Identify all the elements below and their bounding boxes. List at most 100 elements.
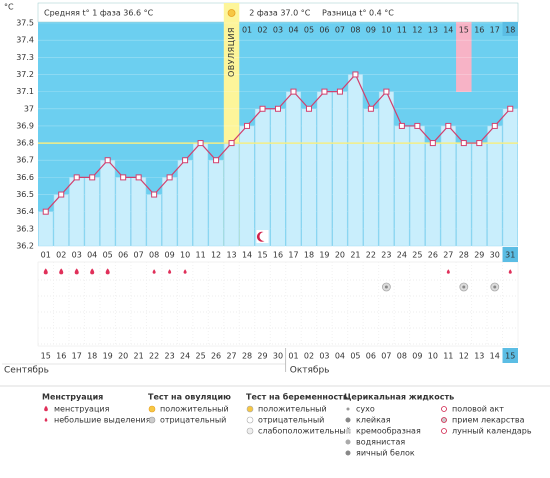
drop-icon xyxy=(74,268,79,275)
date-label: 14 xyxy=(490,352,500,361)
temperature-point xyxy=(491,122,498,129)
date-label: 19 xyxy=(103,352,113,361)
x-tick-label: 29 xyxy=(474,251,484,260)
legend-item: положительный xyxy=(160,405,229,414)
month-label: Сентябрь xyxy=(4,366,49,376)
temperature-point xyxy=(228,140,235,147)
legend-item: яичный белок xyxy=(356,449,415,458)
temperature-bar xyxy=(131,177,147,247)
phase2-day-label: 13 xyxy=(428,26,438,35)
date-label: 30 xyxy=(273,352,283,361)
temperature-bar xyxy=(224,142,240,247)
date-label: 15 xyxy=(41,352,51,361)
temperature-bar xyxy=(100,159,116,247)
date-label: 18 xyxy=(87,352,97,361)
x-tick-label: 25 xyxy=(412,251,422,260)
temperature-bar xyxy=(115,177,131,247)
phase2-day-label: 04 xyxy=(288,26,298,35)
temperature-point xyxy=(73,174,80,181)
legend-icon xyxy=(345,439,351,445)
legend-item: водянистая xyxy=(356,438,405,447)
temperature-point xyxy=(259,105,266,112)
date-label: 23 xyxy=(165,352,175,361)
date-label: 05 xyxy=(350,352,360,361)
temperature-point xyxy=(414,122,421,129)
temperature-bar xyxy=(487,125,503,247)
phase2-day-label: 06 xyxy=(319,26,329,35)
temperature-point xyxy=(42,208,49,215)
temperature-bar xyxy=(208,159,224,247)
x-tick-label: 12 xyxy=(211,251,221,260)
temperature-bar xyxy=(456,142,472,247)
phase2-day-label: 16 xyxy=(474,26,484,35)
temperature-point xyxy=(507,105,514,112)
date-label: 11 xyxy=(443,352,453,361)
today-box xyxy=(502,22,518,36)
temperature-bar xyxy=(347,74,363,247)
legend-title: Церикальная жидкость xyxy=(344,393,454,402)
sun-icon xyxy=(227,9,236,17)
drop-icon xyxy=(152,269,156,274)
y-tick-label: 36.5 xyxy=(16,190,34,199)
temperature-point xyxy=(151,191,158,198)
temperature-bar xyxy=(193,142,209,247)
x-tick-label: 22 xyxy=(366,251,376,260)
temperature-point xyxy=(244,122,251,129)
y-tick-label: 36.7 xyxy=(16,156,34,165)
y-tick-label: 37 xyxy=(24,104,34,113)
y-tick-label: 36.6 xyxy=(16,173,34,182)
header-difference: Разница t° 0.4 °C xyxy=(322,9,394,18)
legend-icon xyxy=(441,406,447,412)
highlight-column xyxy=(456,22,472,92)
date-label: 16 xyxy=(56,352,66,361)
y-tick-label: 36.3 xyxy=(16,224,34,233)
drop-icon xyxy=(59,268,64,275)
phase2-day-label: 17 xyxy=(490,26,500,35)
temperature-bar xyxy=(84,177,100,247)
x-tick-label: 15 xyxy=(257,251,267,260)
legend-item: положительный xyxy=(258,405,327,414)
unit-label: °C xyxy=(4,3,14,12)
date-label: 01 xyxy=(288,352,298,361)
drop-icon xyxy=(43,268,48,275)
temperature-point xyxy=(305,105,312,112)
phase2-day-label: 11 xyxy=(397,26,407,35)
legend-icon xyxy=(441,417,447,423)
date-label: 09 xyxy=(412,352,422,361)
temperature-bar xyxy=(409,125,425,247)
date-label: 08 xyxy=(397,352,407,361)
drop-icon xyxy=(90,268,95,275)
legend-item: лунный календарь xyxy=(452,427,532,436)
drop-icon xyxy=(183,269,187,274)
x-tick-label: 28 xyxy=(459,251,469,260)
x-tick-label: 18 xyxy=(304,251,314,260)
date-label: 22 xyxy=(149,352,159,361)
legend-icon xyxy=(246,416,254,424)
temperature-point xyxy=(383,88,390,95)
temperature-bar xyxy=(69,177,85,247)
temperature-bar xyxy=(316,91,332,247)
x-tick-label: 20 xyxy=(335,251,345,260)
drop-icon xyxy=(446,269,450,274)
x-tick-label: 01 xyxy=(41,251,51,260)
phase2-day-label: 15 xyxy=(459,26,469,35)
temperature-point xyxy=(58,191,65,198)
date-label: 29 xyxy=(257,352,267,361)
x-tick-label: 11 xyxy=(195,251,205,260)
y-tick-label: 37.5 xyxy=(16,19,34,28)
temperature-point xyxy=(182,157,189,164)
temperature-bar xyxy=(363,108,379,247)
date-label: 27 xyxy=(226,352,236,361)
temperature-bar xyxy=(378,91,394,247)
x-tick-label: 16 xyxy=(273,251,283,260)
phase2-day-label: 08 xyxy=(350,26,360,35)
x-tick-label: 13 xyxy=(226,251,236,260)
temperature-point xyxy=(275,105,281,112)
x-tick-label: 10 xyxy=(180,251,190,260)
x-tick-label: 04 xyxy=(87,251,97,260)
date-label: 15 xyxy=(505,352,515,361)
legend-title: Тест на овуляцию xyxy=(148,393,231,402)
legend-item: сухо xyxy=(356,405,375,414)
date-label: 06 xyxy=(366,352,376,361)
